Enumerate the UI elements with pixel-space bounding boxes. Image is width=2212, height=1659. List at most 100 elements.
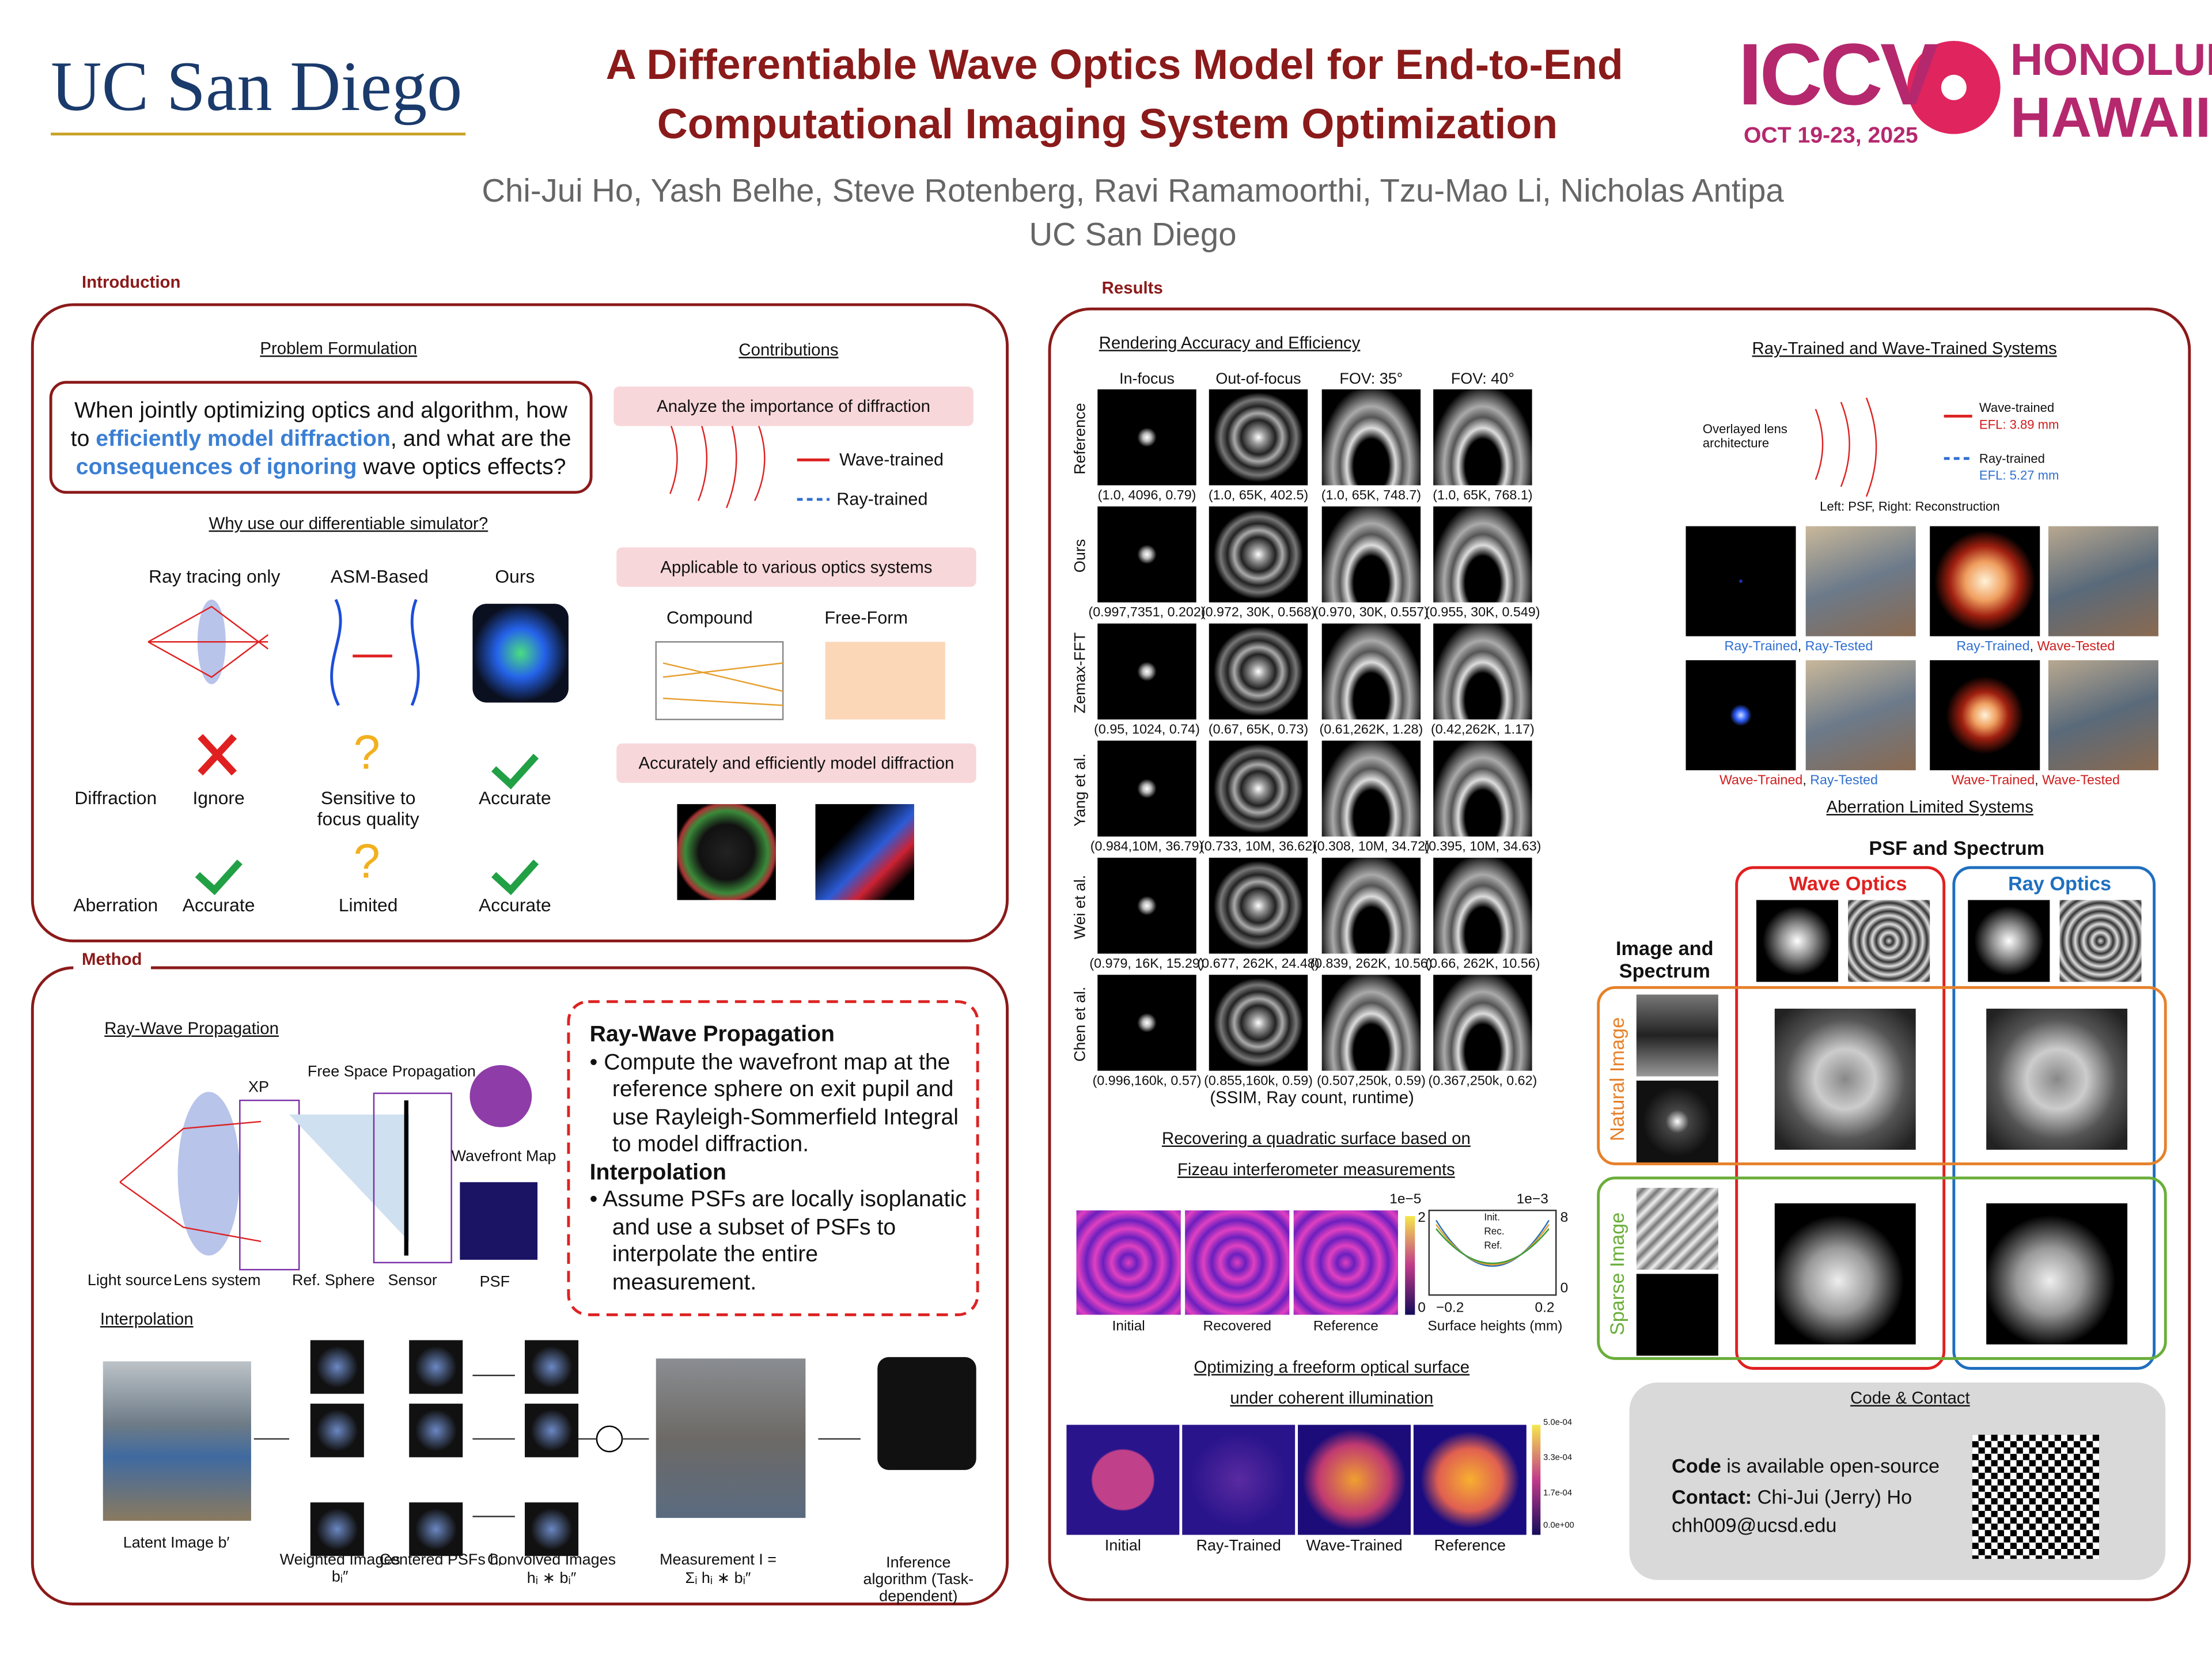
caption: (0.984,10M, 36.79): [1090, 839, 1204, 855]
label: Compound: [666, 608, 753, 628]
text-segment: • Compute the wavefront map at the refer…: [589, 1050, 959, 1157]
email: chh009@ucsd.edu: [1672, 1513, 1837, 1536]
axis-label: 1e−3: [1516, 1192, 1548, 1208]
logo-text: OCT 19-23, 2025: [1743, 124, 1918, 149]
image: [1209, 975, 1308, 1071]
image: [1066, 1425, 1180, 1535]
image: [1298, 1425, 1411, 1535]
question-icon: ?: [354, 726, 380, 779]
caption: (0.95, 1024, 0.74): [1094, 722, 1200, 738]
caption: (0.955, 30K, 0.549): [1425, 605, 1540, 621]
column-label: FOV: 40°: [1450, 371, 1514, 388]
row-label: Yang et al.: [1072, 753, 1089, 827]
image: [1097, 389, 1196, 486]
lens-sketch: [669, 408, 766, 509]
image: [525, 1403, 579, 1457]
text-segment: consequences of ignoring: [75, 456, 357, 480]
caption: (0.855,160k, 0.59): [1204, 1073, 1313, 1089]
caption: (0.308, 10M, 34.72): [1312, 839, 1430, 855]
image: [2048, 526, 2158, 637]
image: [677, 804, 776, 900]
plot-curve: [1435, 1219, 1550, 1267]
subheading: Rendering Accuracy and Efficiency: [1099, 332, 1361, 353]
text-segment: ,: [1802, 773, 1810, 789]
row-label: Reference: [1072, 403, 1089, 475]
sum-node: [596, 1425, 623, 1453]
image: [472, 604, 569, 703]
image-label: Reference: [1434, 1537, 1506, 1555]
diagram-label: Sensor: [388, 1272, 437, 1290]
caption: (1.0, 65K, 402.5): [1208, 488, 1309, 504]
image: [2048, 660, 2158, 771]
colorbar-label: 1e−5: [1389, 1192, 1422, 1208]
frame-wave: [1735, 866, 1946, 1370]
label: Ray-trained: [1979, 451, 2045, 466]
colorbar-label: 3.3e-04: [1543, 1454, 1573, 1463]
label: EFL: 5.27 mm: [1979, 468, 2059, 483]
section-heading: Introduction: [73, 272, 190, 292]
contact-text: Code is available open-source Contact: Ch…: [1672, 1450, 1940, 1513]
image: [310, 1340, 364, 1394]
subheading: Problem Formulation: [260, 338, 418, 359]
pipeline-label: Latent Image b′: [123, 1535, 230, 1552]
logo-text: HONOLULU: [2010, 33, 2212, 85]
cell: Ignore: [192, 787, 245, 809]
legend-label: Wave-trained: [839, 450, 944, 470]
colorbar-label: 5.0e-04: [1543, 1419, 1573, 1428]
text-segment: is available open-source: [1721, 1454, 1940, 1478]
image: [1986, 1009, 2128, 1150]
column-label: In-focus: [1119, 371, 1175, 388]
caption: Wave-Trained, Ray-Tested: [1719, 773, 1878, 789]
tick-label: 0.2: [1535, 1300, 1555, 1316]
column-label: ASM-Based: [330, 566, 429, 587]
subheading: Fizeau interferometer measurements: [1177, 1160, 1455, 1180]
image: [1097, 623, 1196, 719]
colorbar-label: 2: [1418, 1210, 1426, 1226]
caption: (0.839, 262K, 10.56): [1310, 956, 1433, 972]
label: Left: PSF, Right: Reconstruction: [1820, 499, 2000, 514]
image: [310, 1403, 364, 1457]
diagram-label: Free Space Propagation: [307, 1063, 476, 1081]
text-segment: efficiently model diffraction: [96, 427, 391, 452]
legend-label: Ray-trained: [836, 489, 928, 510]
text-segment: Ray-Wave Propagation: [589, 1022, 835, 1047]
text-segment: Wave-Tested: [2037, 639, 2115, 655]
pipeline-label: Measurement I = Σᵢ hᵢ ∗ bᵢ″: [660, 1551, 777, 1588]
tick-label: −0.2: [1436, 1300, 1464, 1316]
cell: Accurate: [479, 894, 551, 916]
image: [1209, 389, 1308, 486]
image: [525, 1502, 579, 1556]
propagation: [289, 1114, 410, 1242]
image: [525, 1340, 579, 1394]
image: [1685, 660, 1796, 771]
image: [103, 1361, 251, 1521]
colorbar: [1532, 1425, 1541, 1535]
lens: [177, 1092, 240, 1256]
pipeline-label: Inference algorithm (Task-dependent): [863, 1554, 974, 1605]
subheading: under coherent illumination: [1230, 1388, 1434, 1408]
image: [1321, 623, 1421, 719]
caption: (0.67, 65K, 0.73): [1208, 722, 1309, 738]
pipeline-label: Centered PSFs hᵢ: [379, 1551, 501, 1569]
subheading: Interpolation: [100, 1309, 194, 1329]
caption: (1.0, 65K, 748.7): [1321, 488, 1422, 504]
caption: (0.970, 30K, 0.557): [1313, 605, 1429, 621]
title: Computational Imaging System Optimizatio…: [657, 101, 1558, 149]
caption: (1.0, 4096, 0.79): [1097, 488, 1196, 504]
rays: [119, 1120, 262, 1243]
method-text: Ray-Wave Propagation • Compute the wavefr…: [590, 1021, 968, 1297]
label: PSF and Spectrum: [1869, 836, 2045, 859]
label: Wave-trained: [1979, 400, 2055, 415]
image: [1097, 975, 1196, 1071]
tick-label: 0: [1560, 1281, 1569, 1297]
frame-natural: [1597, 986, 2167, 1165]
row-label: Ours: [1072, 539, 1089, 573]
image: [1321, 506, 1421, 603]
image: [1636, 1274, 1718, 1356]
image: [1433, 740, 1532, 837]
subheading: Aberration Limited Systems: [1826, 797, 2033, 817]
image-label: Reference: [1313, 1319, 1378, 1335]
legend-label: Init.: [1484, 1213, 1500, 1224]
plot-curve: [1435, 1224, 1550, 1266]
contribution: Accurately and efficiently model diffrac…: [616, 743, 976, 783]
